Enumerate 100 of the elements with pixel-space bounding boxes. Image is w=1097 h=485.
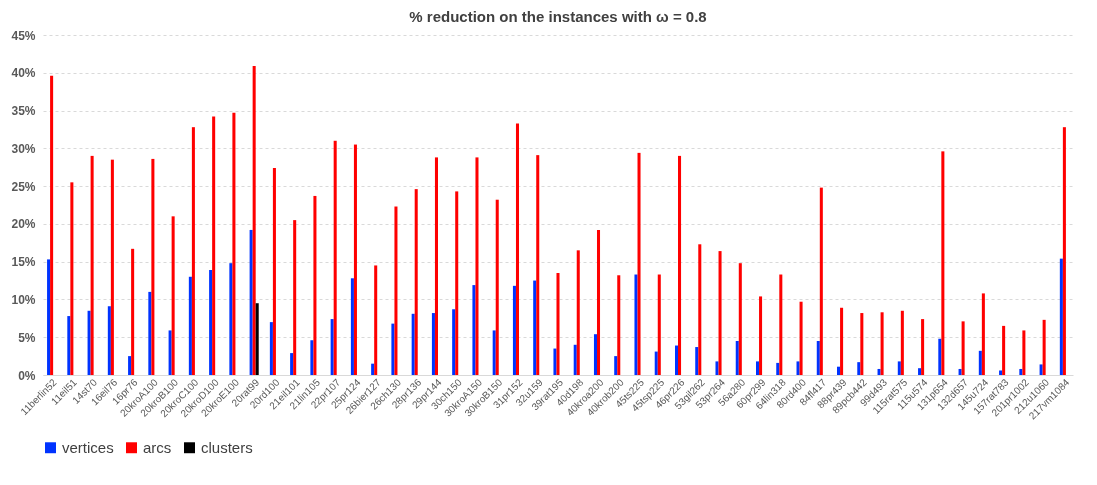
bar [50,75,54,375]
bar [87,310,91,375]
bar [391,323,395,375]
bar [573,344,577,375]
bar [860,313,864,375]
bar [634,274,638,375]
bar [678,155,682,375]
bar [715,361,719,375]
bar [232,112,236,375]
bar [674,345,679,375]
y-tick-label: 15% [11,255,36,270]
bar [168,330,172,375]
chart-title: % reduction on the instances with ω = 0.8 [409,8,707,25]
bar [90,155,94,375]
bar [148,291,152,375]
bar [515,123,520,375]
bar [350,278,354,375]
bar [1059,258,1063,375]
bar [759,296,763,375]
y-tick-label: 35% [11,104,36,119]
bar [738,263,742,375]
bar [313,195,317,375]
bar [776,362,780,375]
bar [796,361,800,375]
bar [128,356,132,375]
bar [918,368,922,375]
bar [371,363,375,375]
y-tick-label: 30% [11,141,36,156]
bar [718,251,722,375]
bar [941,151,945,375]
bar [553,348,557,375]
bar [637,152,641,375]
bar [374,265,378,375]
bar [212,116,216,375]
bar [657,274,661,375]
bar [249,229,253,375]
bar [455,191,459,375]
bar [981,293,985,375]
bar [171,216,175,375]
bar [837,366,841,375]
bar [900,310,904,375]
bar [434,157,438,375]
bar [1062,127,1066,375]
bar [735,341,739,375]
bar [330,319,334,375]
bar [698,244,702,375]
bar [495,199,499,375]
bar [110,159,114,375]
bar [272,167,276,375]
bar [191,127,195,375]
bar [617,275,621,375]
bar [938,338,942,375]
bar [333,140,337,375]
bar [1019,368,1023,375]
bar [779,274,783,375]
bar [209,269,213,375]
bar [252,65,256,375]
bar [556,273,560,375]
bar [840,307,844,375]
bar [816,341,820,375]
bar [958,368,962,375]
bar [229,263,233,375]
bar [107,306,111,375]
bar [880,312,884,375]
y-tick-label: 0% [18,368,36,383]
y-tick-label: 25% [11,179,36,194]
bar [452,309,456,375]
bar [1042,319,1046,375]
y-tick-label: 20% [11,217,36,232]
bar [475,157,479,375]
bar [533,280,537,375]
bar [492,330,496,375]
bar [414,189,418,375]
bar [897,361,901,375]
bar [131,248,135,375]
bar [614,356,618,375]
bar [472,285,476,375]
bar [1039,364,1043,375]
bar [290,353,294,375]
bar [695,347,699,375]
y-tick-label: 45% [11,28,36,43]
legend-label: clusters [201,438,253,456]
bar [756,361,760,375]
bar [353,144,357,375]
bar [431,313,435,375]
bar [269,322,273,375]
bar [151,158,155,375]
bar [188,276,192,375]
bar [799,301,803,375]
bar [47,259,51,375]
bar [921,319,925,375]
bar [593,334,597,375]
bar [1022,330,1026,375]
y-tick-label: 40% [11,66,36,81]
bar [999,370,1003,375]
bar [293,220,297,375]
bar [70,182,74,375]
bar [857,362,861,375]
bar [394,206,398,375]
bar [877,368,881,375]
